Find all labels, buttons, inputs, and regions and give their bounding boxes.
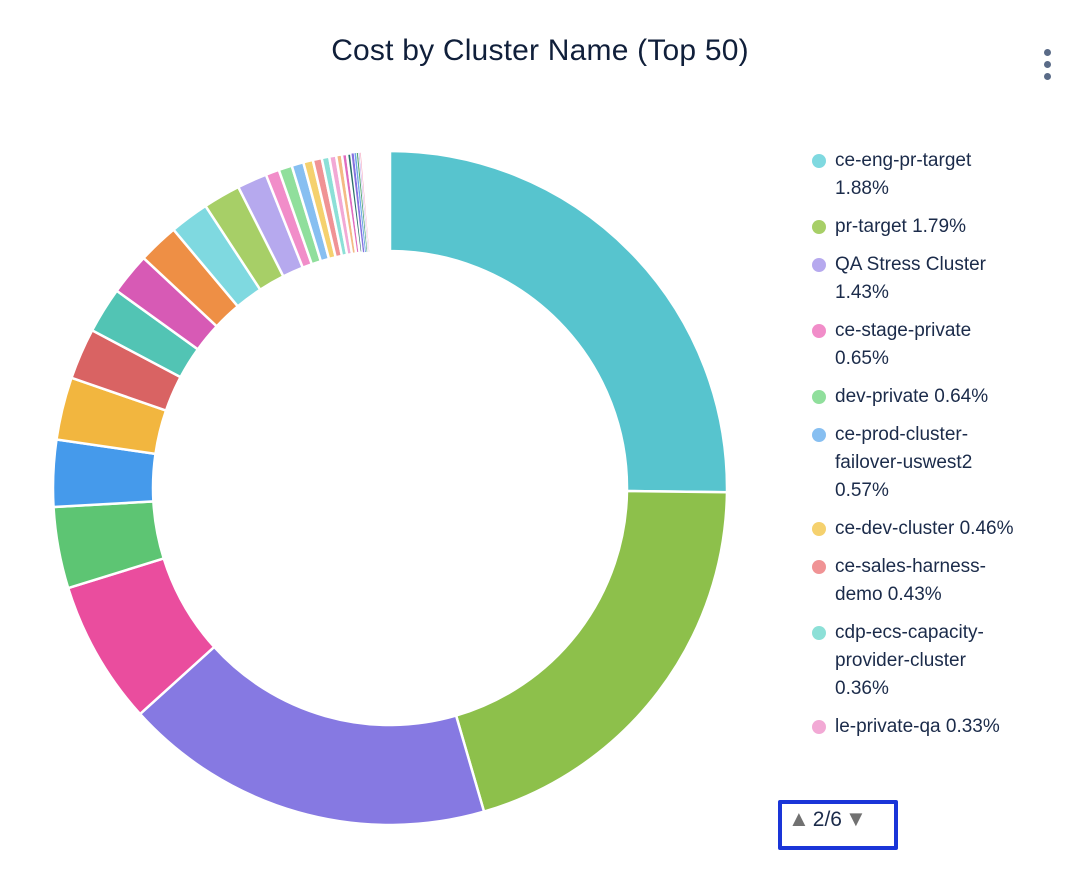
legend-item-label: ce-stage-private 0.65% <box>835 320 972 369</box>
kebab-vertical-icon <box>1043 72 1051 80</box>
legend-swatch-icon <box>812 560 826 574</box>
pie-slice[interactable] <box>454 489 729 814</box>
legend-item-label: ce-eng-pr-target 1.88% <box>835 150 972 199</box>
chart-header: Cost by Cluster Name (Top 50) <box>0 34 1080 68</box>
legend-swatch-icon <box>812 522 826 536</box>
legend-item[interactable]: QA Stress Cluster 1.43% <box>812 251 1074 307</box>
legend-item[interactable]: ce-stage-private 0.65% <box>812 317 1074 373</box>
page-down-button[interactable]: ▼ <box>844 806 867 831</box>
legend-item-label: QA Stress Cluster 1.43% <box>835 254 986 303</box>
kebab-vertical-icon <box>1043 48 1051 56</box>
legend-swatch-icon <box>812 220 826 234</box>
legend-item[interactable]: cdp-ecs-capacity-provider-cluster 0.36% <box>812 619 1074 703</box>
legend-item[interactable]: ce-prod-cluster-failover-uswest2 0.57% <box>812 421 1074 505</box>
legend-item-label: dev-private 0.64% <box>835 386 989 407</box>
legend-item-label: ce-sales-harness-demo 0.43% <box>835 556 986 605</box>
legend-swatch-icon <box>812 428 826 442</box>
page-up-button[interactable]: ▲ <box>788 806 810 831</box>
legend-item-label: le-private-qa 0.33% <box>835 716 1000 737</box>
chart-title: Cost by Cluster Name (Top 50) <box>331 34 749 67</box>
legend-swatch-icon <box>812 390 826 404</box>
pie-slice[interactable] <box>388 149 729 494</box>
legend-item-label: cdp-ecs-capacity-provider-cluster 0.36% <box>835 622 984 699</box>
legend-item-label: ce-dev-cluster 0.46% <box>835 518 1014 539</box>
kebab-menu-button[interactable] <box>1038 44 1056 84</box>
legend-swatch-icon <box>812 720 826 734</box>
legend-item[interactable]: pr-target 1.79% <box>812 213 1074 241</box>
legend-item-label: pr-target 1.79% <box>835 216 966 237</box>
pie-slice[interactable] <box>138 645 486 827</box>
pie-slice[interactable] <box>359 151 370 253</box>
legend-swatch-icon <box>812 626 826 640</box>
legend-item[interactable]: dev-private 0.64% <box>812 383 1074 411</box>
legend-item[interactable]: ce-sales-harness-demo 0.43% <box>812 553 1074 609</box>
legend-item[interactable]: ce-dev-cluster 0.46% <box>812 515 1074 543</box>
legend-item-label: ce-prod-cluster-failover-uswest2 0.57% <box>835 424 973 501</box>
legend-swatch-icon <box>812 258 826 272</box>
legend-pager: ▲ 2/6 ▼ <box>778 800 898 850</box>
legend-swatch-icon <box>812 324 826 338</box>
legend-item[interactable]: le-private-qa 0.33% <box>812 713 1074 741</box>
page-indicator: 2/6 <box>812 808 842 831</box>
kebab-vertical-icon <box>1043 60 1051 68</box>
legend-swatch-icon <box>812 154 826 168</box>
legend-item[interactable]: ce-eng-pr-target 1.88% <box>812 147 1074 203</box>
legend: ce-eng-pr-target 1.88% pr-target 1.79% QA … <box>812 147 1074 797</box>
